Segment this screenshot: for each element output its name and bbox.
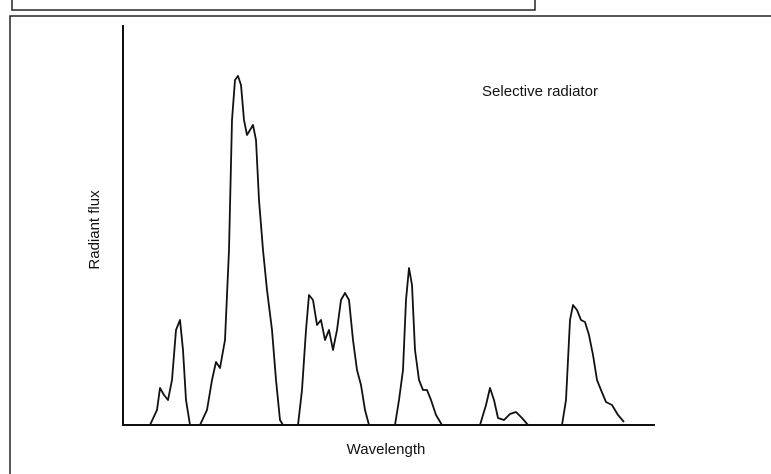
y-axis-label: Radiant flux [86,190,103,270]
top-frame [11,0,536,11]
frame [9,15,771,474]
spectrum-line [149,75,625,426]
annotation: Selective radiator [482,83,598,100]
x-axis-label: Wavelength [347,441,426,458]
